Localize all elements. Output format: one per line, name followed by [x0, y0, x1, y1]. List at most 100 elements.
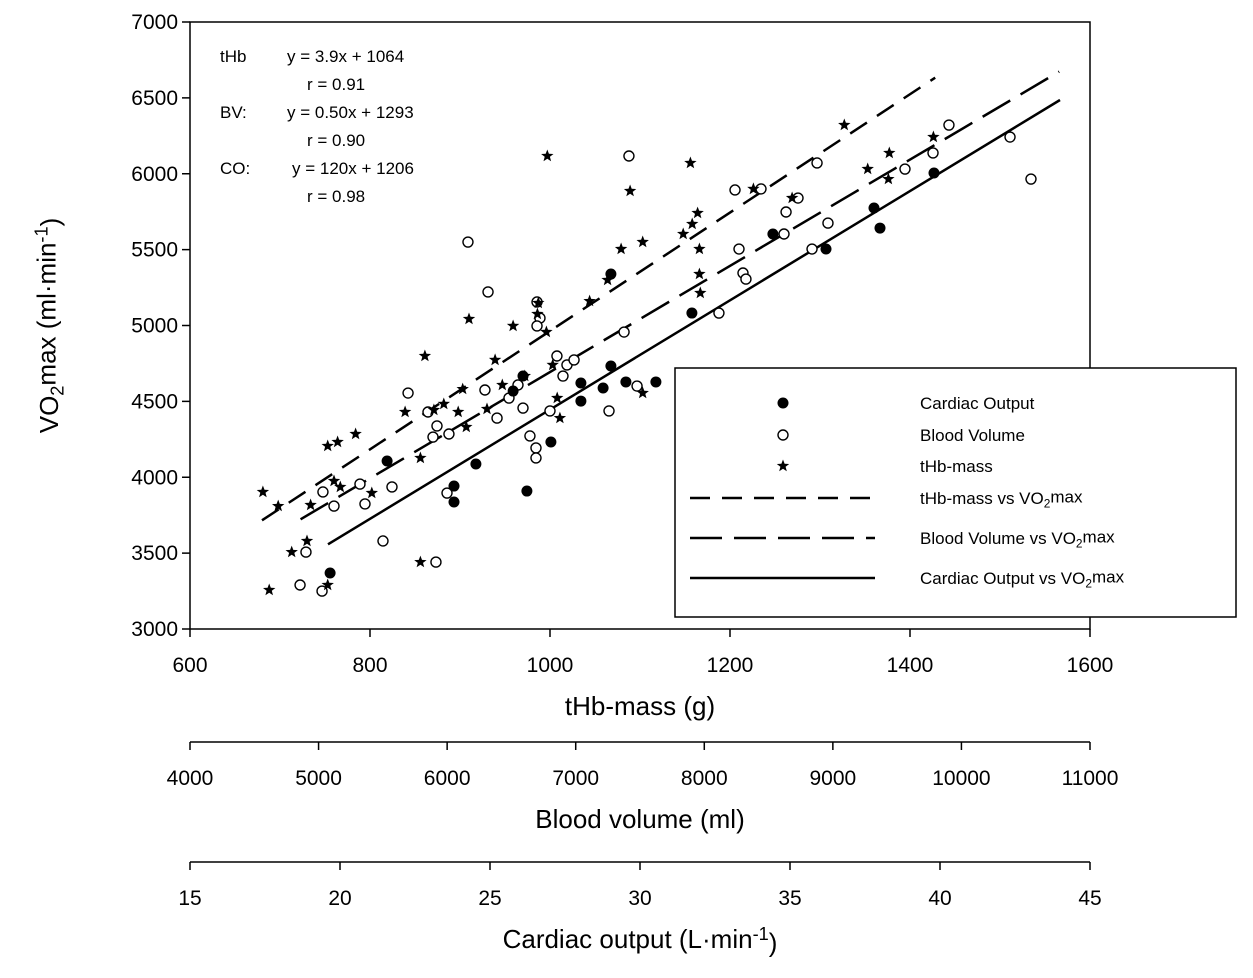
- thb-data-point: [480, 402, 494, 415]
- thb-data-point: [496, 378, 509, 391]
- bv-data-point: [729, 184, 741, 196]
- bv-x-tick-label: 4000: [167, 767, 214, 790]
- annotation-equation: y = 0.50x + 1293: [287, 103, 414, 122]
- co-data-point: [470, 458, 482, 470]
- thb-data-point: [263, 583, 276, 596]
- legend-label: tHb-mass: [920, 457, 993, 476]
- co-x-axis-title: Cardiac output (L·min-1): [503, 924, 778, 958]
- bv-data-point: [603, 405, 615, 417]
- y-tick-label: 3500: [131, 542, 178, 565]
- thb-data-point: [349, 427, 362, 440]
- thb-data-point: [304, 498, 317, 511]
- y-tick-label: 3000: [131, 618, 178, 641]
- co-x-tick-label: 30: [628, 887, 651, 910]
- bv-data-point: [806, 243, 818, 255]
- bv-data-point: [482, 286, 494, 298]
- bv-x-tick-label: 5000: [295, 767, 342, 790]
- thb-data-point: [677, 227, 690, 240]
- bv-data-point: [733, 243, 745, 255]
- co-data-point: [767, 228, 779, 240]
- thb-data-point: [785, 191, 799, 204]
- annotation-r: r = 0.91: [307, 75, 365, 94]
- thb-data-point: [551, 391, 564, 404]
- bv-data-point: [544, 405, 556, 417]
- annotation-label: BV:: [220, 103, 247, 122]
- thb-data-point: [462, 312, 476, 325]
- thb-data-point: [693, 242, 706, 255]
- fit-line-bv: [299, 70, 1060, 521]
- thb-data-point: [452, 405, 465, 418]
- legend-marker-co: [777, 397, 789, 409]
- thb-data-point: [414, 451, 427, 464]
- thb-data-point: [334, 480, 347, 493]
- co-data-point: [575, 377, 587, 389]
- bv-data-point: [517, 402, 529, 414]
- bv-data-point: [822, 217, 834, 229]
- thb-data-point: [636, 386, 649, 399]
- co-data-point: [517, 370, 529, 382]
- co-data-point: [521, 485, 533, 497]
- series-thb: [256, 118, 940, 596]
- y-tick-label: 6500: [131, 87, 178, 110]
- thb-data-point: [437, 397, 450, 410]
- y-tick-label: 5500: [131, 239, 178, 262]
- thb-x-tick-label: 1600: [1067, 654, 1114, 677]
- thb-x-tick-label: 1000: [527, 654, 574, 677]
- bv-data-point: [713, 307, 725, 319]
- bv-x-tick-label: 10000: [932, 767, 990, 790]
- co-x-tick-label: 20: [328, 887, 351, 910]
- co-data-point: [545, 436, 557, 448]
- bv-data-point: [386, 481, 398, 493]
- annotation-label: CO:: [220, 159, 250, 178]
- thb-data-point: [553, 411, 567, 424]
- thb-data-point: [927, 130, 940, 143]
- bv-data-point: [443, 428, 455, 440]
- thb-data-point: [614, 242, 628, 255]
- bv-data-point: [402, 387, 414, 399]
- thb-data-point: [601, 273, 614, 286]
- bv-data-point: [530, 452, 542, 464]
- thb-data-point: [331, 435, 344, 448]
- bv-data-point: [317, 486, 329, 498]
- thb-data-point: [460, 420, 473, 433]
- bv-data-point: [530, 442, 542, 454]
- co-data-point: [620, 376, 632, 388]
- co-data-point: [381, 455, 393, 467]
- thb-data-point: [861, 162, 874, 175]
- bv-x-tick-label: 8000: [681, 767, 728, 790]
- thb-data-point: [506, 319, 520, 332]
- y-tick-label: 5000: [131, 315, 178, 338]
- thb-data-point: [693, 267, 706, 280]
- legend-label: Blood Volume: [920, 426, 1025, 445]
- co-data-point: [605, 268, 617, 280]
- thb-data-point: [456, 382, 469, 395]
- bv-data-point: [551, 350, 563, 362]
- thb-data-point: [488, 353, 502, 366]
- bv-data-point: [557, 370, 569, 382]
- fit-line-thb: [261, 76, 936, 522]
- annotation-equation: y = 120x + 1206: [292, 159, 414, 178]
- bv-data-point: [531, 320, 543, 332]
- thb-data-point: [541, 149, 554, 162]
- co-data-point: [820, 243, 832, 255]
- bv-data-point: [427, 431, 439, 443]
- co-data-point: [507, 385, 519, 397]
- thb-data-point: [398, 405, 412, 418]
- thb-data-point: [691, 206, 704, 219]
- bv-data-point: [1025, 173, 1037, 185]
- bv-data-point: [780, 206, 792, 218]
- thb-data-point: [684, 156, 697, 169]
- thb-data-point: [686, 217, 699, 230]
- bv-data-point: [431, 420, 443, 432]
- thb-data-point: [694, 286, 707, 299]
- thb-data-point: [623, 184, 637, 197]
- co-data-point: [575, 395, 587, 407]
- bv-data-point: [300, 546, 312, 558]
- bv-data-point: [328, 500, 340, 512]
- thb-data-point: [540, 325, 553, 338]
- bv-x-tick-label: 9000: [809, 767, 856, 790]
- bv-data-point: [377, 535, 389, 547]
- co-data-point: [874, 222, 886, 234]
- y-tick-label: 6000: [131, 163, 178, 186]
